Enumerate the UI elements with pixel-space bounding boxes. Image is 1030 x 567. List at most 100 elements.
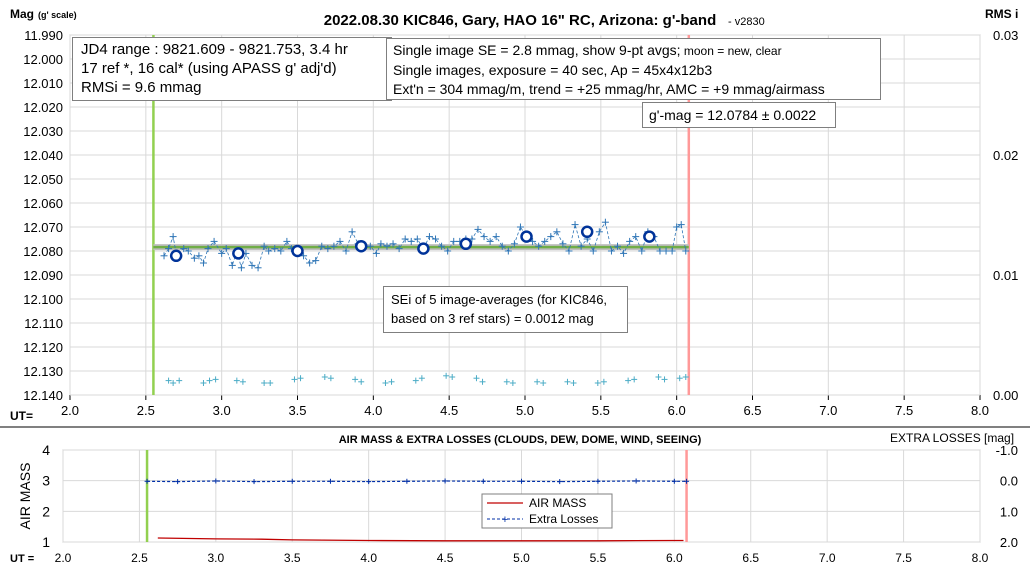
bottom-y2-tick-label: 2.0 [1000, 535, 1018, 550]
top-x-label: UT= [10, 409, 33, 423]
single-image-point [589, 247, 597, 255]
single-image-point [228, 261, 236, 269]
top-y-tick-label: 12.110 [24, 316, 63, 331]
single-image-point [271, 245, 279, 253]
bottom-y-tick-label: 1 [42, 534, 50, 550]
top-y-tick-label: 12.030 [23, 124, 63, 139]
single-image-point [395, 245, 403, 253]
single-image-point [425, 233, 433, 241]
extra-losses-point [289, 478, 295, 484]
info-exposure: Single images, exposure = 40 sec, Ap = 4… [393, 62, 713, 78]
single-image-point [204, 245, 212, 253]
info-extinction: Ext'n = 304 mmag/m, trend = +25 mmag/hr,… [393, 81, 825, 97]
rms-point [564, 378, 571, 385]
single-image-point [407, 237, 415, 245]
rms-point [473, 375, 480, 382]
rms-point [655, 374, 662, 380]
average-point [580, 225, 594, 239]
single-image-point [565, 247, 573, 255]
rms-point [449, 374, 456, 380]
single-image-point [342, 247, 350, 255]
single-image-point [160, 252, 168, 260]
single-image-point [312, 257, 320, 265]
top-y-tick-label: 12.050 [23, 172, 63, 187]
rms-point [200, 380, 207, 386]
bottom-y2-tick-label: -1.0 [996, 443, 1018, 458]
single-image-point [444, 247, 452, 255]
bottom-x-tick-label: 4.0 [360, 551, 377, 565]
extra-losses-point [327, 478, 333, 484]
bottom-y2-tick-labels: -1.0 0.0 1.0 2.0 [996, 443, 1018, 550]
info-box-left: JD4 range : 9821.609 - 9821.753, 3.4 hr … [72, 37, 392, 101]
extra-losses-point [480, 478, 486, 484]
rms-point [358, 378, 365, 385]
single-image-point [614, 242, 622, 250]
single-image-point [265, 247, 273, 255]
single-image-point [626, 237, 634, 245]
rms-point [206, 377, 213, 384]
rms-point [212, 376, 219, 383]
single-image-point [169, 233, 177, 241]
rms-point [165, 377, 172, 384]
rms-point [676, 375, 683, 382]
extra-losses-point [557, 479, 563, 485]
rms-point [509, 380, 516, 386]
single-image-point [413, 235, 421, 243]
top-x-tick-label: 5.0 [516, 403, 534, 418]
rms-point [479, 378, 486, 385]
top-x-tick-label: 2.0 [61, 403, 79, 418]
single-image-point [318, 242, 326, 250]
rms-point [625, 377, 632, 384]
top-x-tick-label: 4.0 [364, 403, 382, 418]
legend-extra-losses-marker: + [502, 514, 508, 526]
single-image-point [306, 259, 314, 267]
single-image-point [480, 233, 488, 241]
top-y-tick-label: 12.000 [23, 52, 63, 67]
single-image-point [474, 225, 482, 233]
rms-point [261, 380, 268, 386]
single-image-point [632, 233, 640, 241]
top-chart-version: - v2830 [728, 16, 765, 28]
rms-point [170, 380, 177, 386]
single-image-point [330, 242, 338, 250]
rms-point [291, 376, 298, 383]
extra-losses-point [404, 478, 410, 484]
single-image-point [510, 240, 518, 248]
top-y2-tick-label: 0.02 [993, 148, 1018, 163]
top-y2-tick-labels: 0.00 0.01 0.02 0.03 [993, 28, 1018, 403]
single-image-point [450, 237, 458, 245]
bottom-y-tick-label: 3 [42, 473, 50, 489]
top-y-tick-label: 11.990 [24, 28, 63, 43]
top-y-tick-label: 12.090 [23, 268, 63, 283]
single-image-point [656, 247, 664, 255]
single-image-point [336, 237, 344, 245]
single-image-point [401, 235, 409, 243]
rms-point [503, 378, 510, 385]
bottom-x-tick-labels: 2.0 2.5 3.0 3.5 4.0 4.5 5.0 5.5 6.0 6.5 7.0 7.5 8.0 [55, 551, 989, 565]
single-image-point [541, 237, 549, 245]
top-y-label: Mag (g' scale) [10, 7, 77, 21]
single-image-point [607, 247, 615, 255]
single-image-point [595, 228, 603, 236]
single-image-point [389, 240, 397, 248]
top-x-tick-label: 8.0 [971, 403, 989, 418]
bottom-legend-box [481, 493, 613, 529]
rms-point [418, 375, 425, 382]
single-image-point [348, 228, 356, 236]
single-image-point [577, 242, 585, 250]
bottom-x-tick-label: 5.0 [513, 551, 530, 565]
single-image-point [180, 245, 188, 253]
single-image-point [190, 254, 198, 262]
single-image-point [432, 235, 440, 243]
top-y-tick-label: 12.070 [23, 220, 63, 235]
top-x-tick-label: 3.0 [213, 403, 231, 418]
bottom-y2-tick-label: 0.0 [1000, 474, 1018, 489]
sei-box: SEi of 5 image-averages (for KIC846, bas… [383, 286, 628, 333]
single-image-point [324, 245, 332, 253]
average-point [417, 242, 430, 255]
single-image-point [283, 237, 291, 245]
bottom-x-tick-label: 8.0 [972, 551, 989, 565]
rms-point [443, 372, 450, 379]
result-box: g'-mag = 12.0784 ± 0.0022 [642, 102, 836, 128]
single-image-point [620, 249, 628, 257]
